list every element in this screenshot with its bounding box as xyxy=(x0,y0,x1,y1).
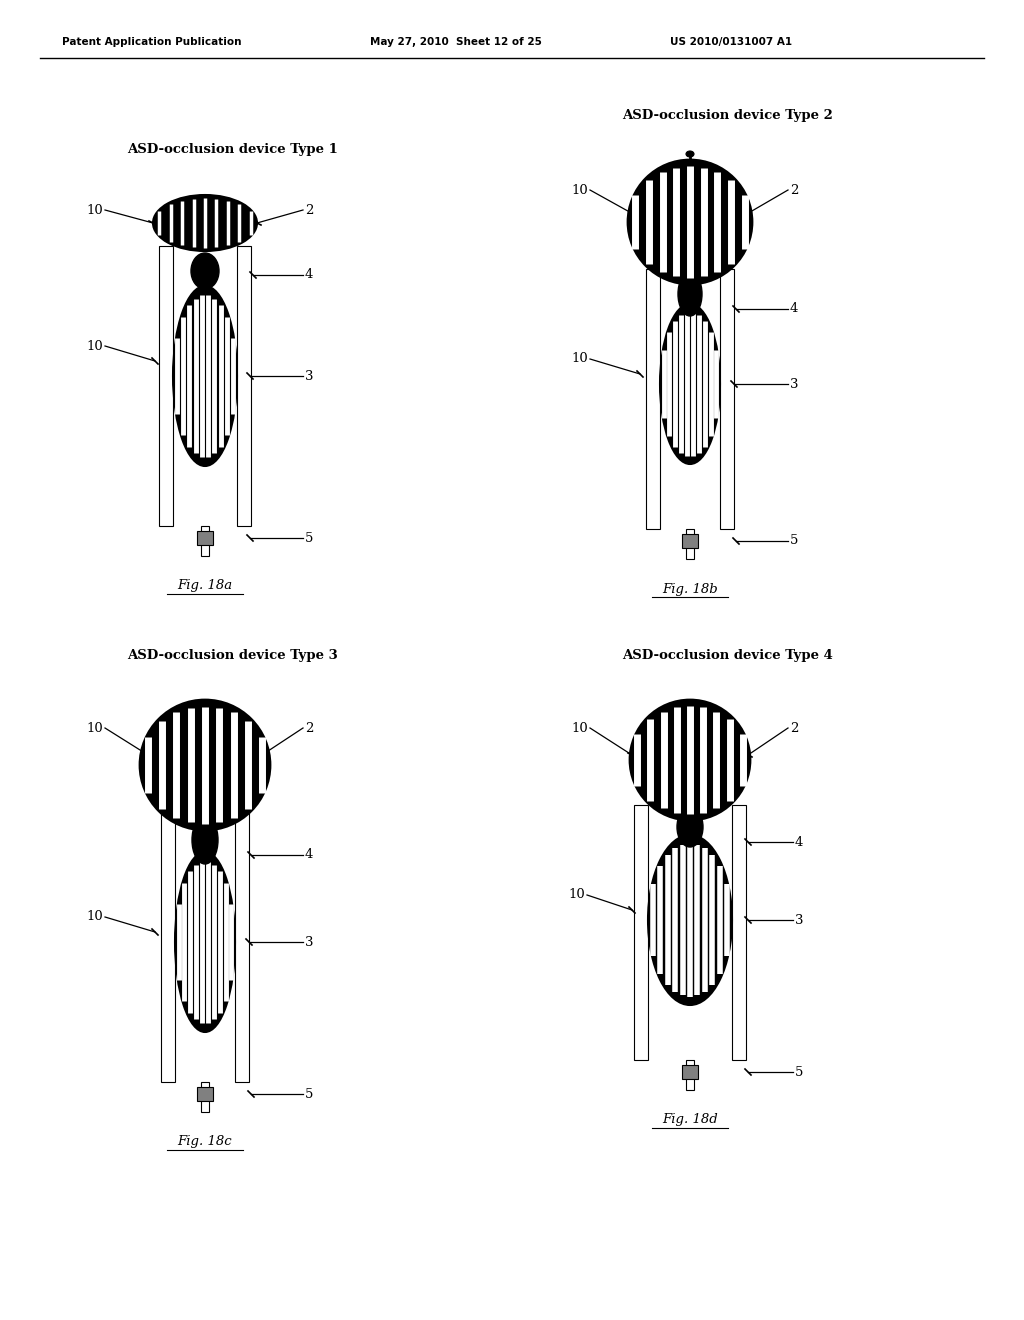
Text: 5: 5 xyxy=(305,1088,313,1101)
Text: ASD-occlusion device Type 2: ASD-occlusion device Type 2 xyxy=(622,108,833,121)
Bar xyxy=(159,246,173,525)
Text: 2: 2 xyxy=(305,722,313,734)
Text: 3: 3 xyxy=(305,936,313,949)
Bar xyxy=(197,1086,213,1101)
Ellipse shape xyxy=(678,272,702,315)
Text: Fig. 18d: Fig. 18d xyxy=(663,1114,718,1126)
Bar xyxy=(201,1082,209,1111)
Bar xyxy=(237,246,251,525)
Text: 10: 10 xyxy=(86,203,103,216)
Text: 10: 10 xyxy=(86,722,103,734)
Text: Fig. 18a: Fig. 18a xyxy=(177,579,232,593)
Text: ASD-occlusion device Type 3: ASD-occlusion device Type 3 xyxy=(127,648,338,661)
Text: 3: 3 xyxy=(795,913,804,927)
Bar xyxy=(686,1060,694,1090)
Ellipse shape xyxy=(191,253,219,289)
Bar xyxy=(201,525,209,556)
Ellipse shape xyxy=(175,851,234,1032)
Ellipse shape xyxy=(677,807,703,847)
Ellipse shape xyxy=(193,816,218,865)
Text: 3: 3 xyxy=(790,378,799,391)
Text: 5: 5 xyxy=(790,535,799,548)
Ellipse shape xyxy=(630,700,750,820)
Text: 4: 4 xyxy=(305,268,313,281)
Text: 10: 10 xyxy=(568,888,585,902)
Bar xyxy=(682,1065,698,1078)
Bar xyxy=(234,812,249,1082)
Text: 10: 10 xyxy=(571,183,588,197)
Text: 3: 3 xyxy=(305,370,313,383)
Text: ASD-occlusion device Type 1: ASD-occlusion device Type 1 xyxy=(127,144,338,157)
Ellipse shape xyxy=(140,700,270,830)
Text: Fig. 18b: Fig. 18b xyxy=(663,582,718,595)
Bar xyxy=(732,805,746,1060)
Text: 10: 10 xyxy=(571,722,588,734)
Text: 10: 10 xyxy=(86,911,103,924)
Text: 4: 4 xyxy=(790,302,799,315)
Bar xyxy=(634,805,648,1060)
Ellipse shape xyxy=(660,304,720,465)
Ellipse shape xyxy=(648,836,732,1005)
Text: 2: 2 xyxy=(790,722,799,734)
Text: 5: 5 xyxy=(305,532,313,544)
Ellipse shape xyxy=(628,160,752,284)
Text: 5: 5 xyxy=(795,1065,804,1078)
Text: US 2010/0131007 A1: US 2010/0131007 A1 xyxy=(670,37,793,48)
Ellipse shape xyxy=(153,195,257,251)
Bar xyxy=(682,535,698,548)
Ellipse shape xyxy=(173,286,237,466)
Bar xyxy=(720,269,734,529)
Bar xyxy=(161,812,175,1082)
Text: 10: 10 xyxy=(86,339,103,352)
Bar xyxy=(686,529,694,558)
Bar xyxy=(646,269,660,529)
Ellipse shape xyxy=(686,150,694,157)
Text: Patent Application Publication: Patent Application Publication xyxy=(62,37,242,48)
Text: 10: 10 xyxy=(571,352,588,366)
Text: 4: 4 xyxy=(795,836,804,849)
Text: 2: 2 xyxy=(790,183,799,197)
Text: Fig. 18c: Fig. 18c xyxy=(178,1135,232,1148)
Text: 4: 4 xyxy=(305,849,313,862)
Text: 2: 2 xyxy=(305,203,313,216)
Bar xyxy=(197,531,213,545)
Text: ASD-occlusion device Type 4: ASD-occlusion device Type 4 xyxy=(622,648,833,661)
Text: May 27, 2010  Sheet 12 of 25: May 27, 2010 Sheet 12 of 25 xyxy=(370,37,542,48)
